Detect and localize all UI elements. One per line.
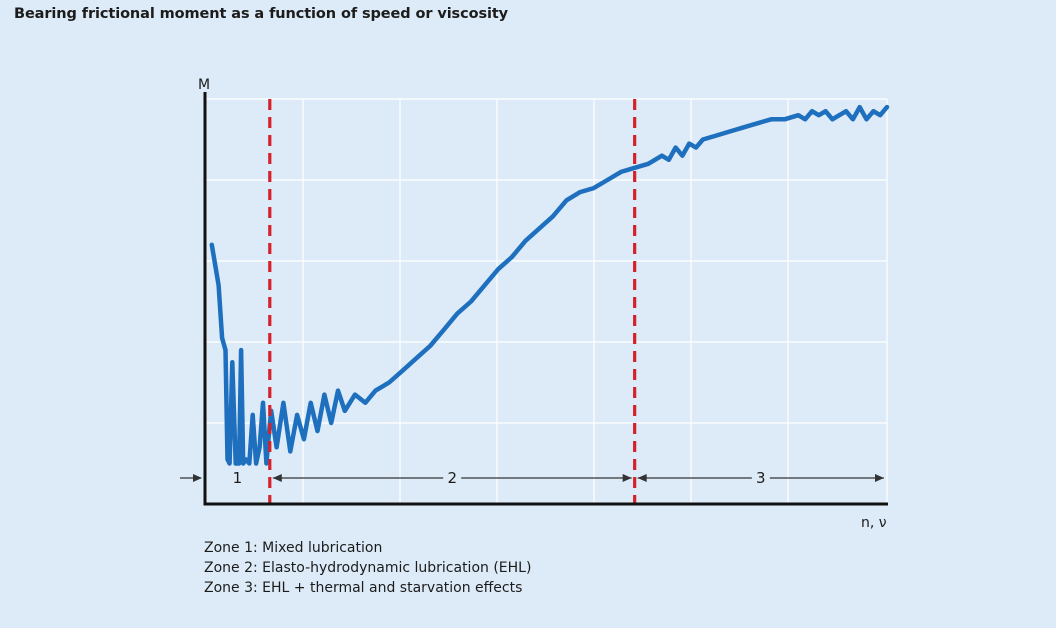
zone-1-label: 1	[233, 469, 243, 487]
axes: M n, ν	[198, 77, 888, 531]
y-axis-label: M	[198, 77, 210, 93]
zone-3-arrowhead-left	[637, 474, 647, 482]
zone-1-arrowhead	[193, 474, 202, 482]
chart-title: Bearing frictional moment as a function …	[14, 6, 509, 22]
legend-zone-3: Zone 3: EHL + thermal and starvation eff…	[204, 580, 523, 596]
zone-3-label: 3	[756, 469, 766, 487]
zone-2-arrowhead-left	[272, 474, 282, 482]
frictional-moment-curve	[209, 104, 890, 466]
x-axis-label: n, ν	[861, 515, 887, 531]
zone-2-arrowhead-right	[622, 474, 632, 482]
zone-3-arrowhead-right	[875, 474, 884, 482]
legend-zone-2: Zone 2: Elasto-hydrodynamic lubrication …	[204, 560, 532, 576]
grid-lines	[205, 98, 888, 504]
zone-legend: Zone 1: Mixed lubrication Zone 2: Elasto…	[204, 538, 531, 598]
zone-markers: 1 2 3	[180, 99, 884, 504]
legend-zone-1: Zone 1: Mixed lubrication	[204, 540, 383, 556]
zone-2-label: 2	[447, 469, 457, 487]
curve-series-1	[209, 104, 890, 466]
